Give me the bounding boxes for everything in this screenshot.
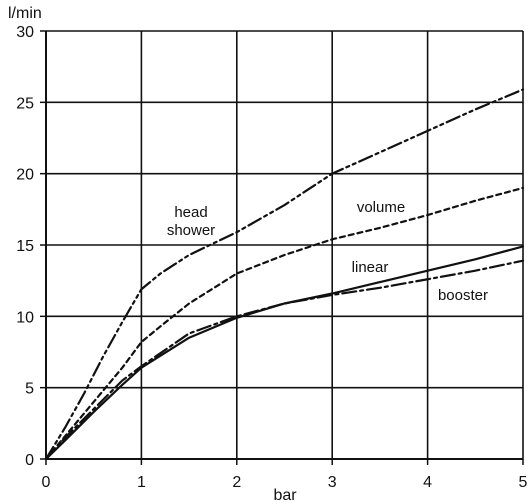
y-tick-label-3: 15 (16, 238, 34, 255)
tick-labels: 0 1 2 3 4 5 0 5 10 15 20 25 30 l/min bar (8, 5, 528, 504)
x-tick-label-3: 3 (328, 474, 337, 491)
y-tick-label-0: 0 (25, 452, 34, 469)
series-label-volume: volume (357, 199, 405, 216)
series-label-booster: booster (438, 287, 488, 304)
x-axis-label: bar (273, 487, 297, 504)
y-tick-label-2: 10 (16, 309, 34, 326)
series-line-head-shower (44, 88, 525, 461)
series-labels: linear booster volume head shower (167, 199, 488, 304)
x-tick-label-2: 2 (232, 474, 241, 491)
x-tick-label-5: 5 (519, 474, 528, 491)
x-tick-label-0: 0 (42, 474, 51, 491)
series-line-linear (44, 245, 525, 461)
series-lines (44, 88, 525, 461)
y-tick-label-6: 30 (16, 24, 34, 41)
y-tick-label-4: 20 (16, 167, 34, 184)
series-label-linear: linear (352, 259, 389, 276)
series-line-volume (44, 186, 525, 461)
series-label-line-0: head (174, 204, 207, 221)
x-tick-label-4: 4 (423, 474, 432, 491)
series-label-line-1: shower (167, 222, 215, 239)
grid-lines (46, 30, 524, 459)
series-line-booster (44, 259, 525, 461)
y-tick-label-5: 25 (16, 95, 34, 112)
axes (40, 30, 524, 465)
series-label-head-shower: head shower (167, 204, 215, 239)
x-tick-label-1: 1 (137, 474, 146, 491)
y-axis-label: l/min (8, 5, 42, 22)
y-tick-label-1: 5 (25, 381, 34, 398)
